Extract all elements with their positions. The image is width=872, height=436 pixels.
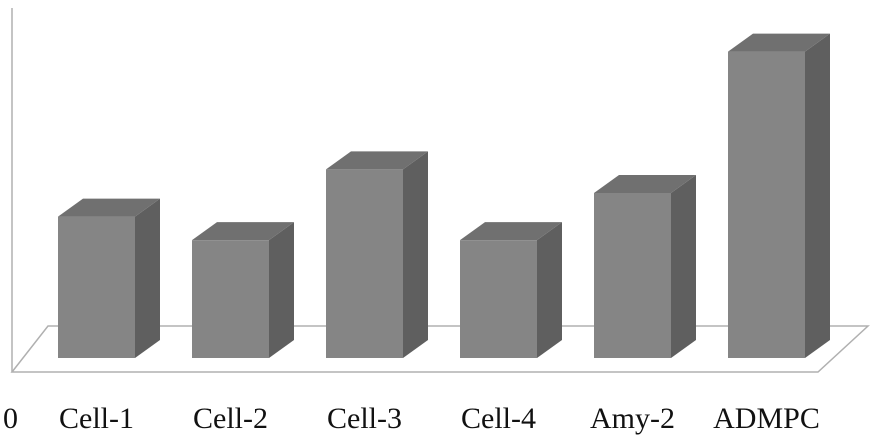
bar-top (594, 175, 696, 193)
bar-front (594, 193, 671, 358)
bar-side (403, 151, 428, 358)
x-tick-label: ADMPC (713, 402, 820, 435)
x-axis-labels: 0 Cell-1 Cell-2 Cell-3 Cell-4 Amy-2 ADMPC (3, 402, 820, 435)
bar (326, 151, 428, 358)
bar-top (58, 198, 160, 217)
bar-front (58, 216, 135, 358)
bar-top (728, 33, 830, 52)
x-tick-label: Cell-4 (461, 402, 536, 435)
bar-top (192, 222, 294, 241)
bar-side (135, 198, 160, 358)
floor-plane (10, 325, 870, 373)
bar (594, 175, 696, 358)
bar-series (58, 33, 830, 358)
bar-side (537, 222, 562, 358)
bar-front (326, 169, 403, 358)
bar (192, 222, 294, 358)
bar-side (671, 175, 696, 358)
bar-front (192, 240, 269, 358)
x-tick-label: Cell-1 (59, 402, 134, 435)
bar (58, 198, 160, 358)
x-tick-label: Cell-2 (193, 402, 268, 435)
chart-frame (10, 8, 870, 373)
bar-front (728, 51, 805, 358)
x-tick-label: Cell-3 (327, 402, 402, 435)
bar-top (326, 151, 428, 170)
bar (460, 222, 562, 358)
y-axis-zero-label: 0 (3, 402, 18, 435)
bar-side (269, 222, 294, 358)
bar-front (460, 240, 537, 358)
bar (728, 33, 830, 358)
bar-side (805, 33, 830, 358)
bar-top (460, 222, 562, 241)
x-tick-label: Amy-2 (590, 402, 675, 435)
